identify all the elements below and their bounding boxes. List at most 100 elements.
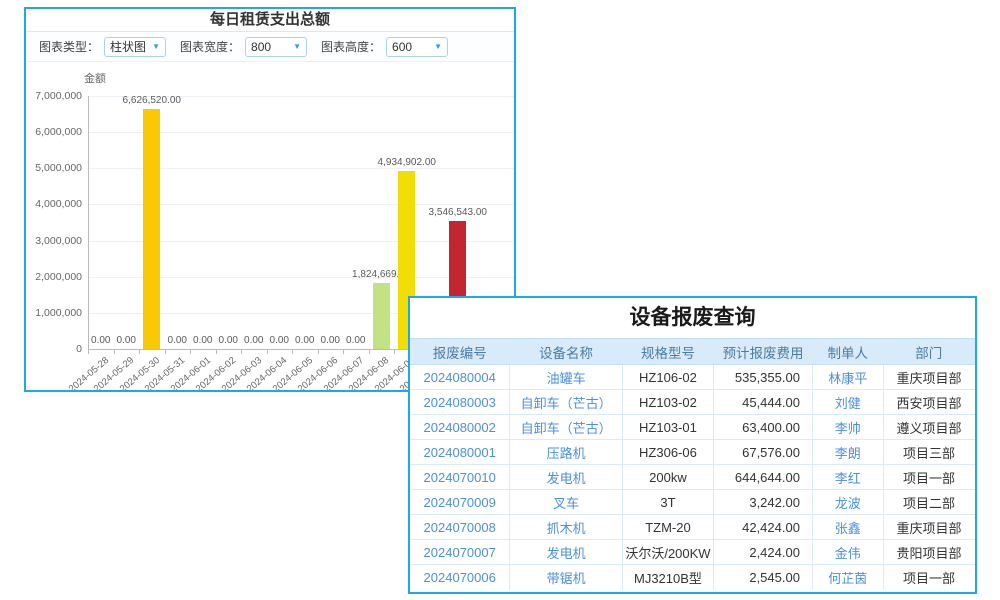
- chart-controls-bar: 图表类型： 柱状图 ▼ 图表宽度： 800 ▼ 图表高度： 600 ▼: [26, 32, 514, 62]
- cell-model: 3T: [621, 489, 714, 515]
- bar-value-label: 6,626,520.00: [122, 95, 181, 106]
- creator-link[interactable]: 李帅: [811, 414, 884, 440]
- scrap-id-link[interactable]: 2024080001: [410, 439, 510, 465]
- x-tick: [394, 350, 395, 354]
- cell-dept: 西安项目部: [882, 389, 975, 415]
- bar-value-label: 0.00: [116, 335, 136, 346]
- bar-value-label: 0.00: [193, 335, 213, 346]
- cell-cost: 63,400.00: [713, 414, 813, 440]
- cell-cost: 644,644.00: [713, 464, 813, 490]
- chevron-down-icon: ▼: [293, 41, 302, 51]
- equipment-name-link[interactable]: 自卸车（芒古）: [509, 414, 623, 440]
- cell-dept: 重庆项目部: [882, 514, 975, 540]
- table-title: 设备报废查询: [629, 306, 756, 329]
- x-tick: [317, 350, 319, 354]
- x-tick: [88, 350, 89, 354]
- scrap-id-link[interactable]: 2024080002: [410, 414, 510, 440]
- y-tick-label: 7,000,000: [35, 90, 82, 102]
- equipment-name-link[interactable]: 油罐车: [509, 364, 623, 390]
- cell-model: MJ3210B型: [621, 564, 714, 590]
- chart-width-select[interactable]: 800 ▼: [245, 36, 308, 57]
- cell-dept: 重庆项目部: [882, 364, 975, 390]
- gridline: [88, 204, 514, 206]
- equipment-name-link[interactable]: 叉车: [509, 489, 623, 515]
- bar-value-label: 0.00: [269, 335, 289, 346]
- scrap-id-link[interactable]: 2024070007: [410, 539, 510, 565]
- y-tick-label: 3,000,000: [35, 234, 82, 247]
- chart-type-select[interactable]: 柱状图 ▼: [104, 36, 167, 57]
- table-row: 2024070008 抓木机 TZM-20 42,424.00 张鑫 重庆项目部: [410, 514, 975, 540]
- cell-cost: 535,355.00: [713, 364, 813, 390]
- cell-model: HZ306-06: [621, 439, 714, 465]
- x-tick: [164, 350, 166, 354]
- x-tick: [241, 350, 242, 354]
- scrap-id-link[interactable]: 2024070008: [410, 514, 510, 540]
- scrap-id-link[interactable]: 2024070006: [423, 569, 496, 585]
- chevron-down-icon: ▼: [434, 41, 443, 51]
- x-tick: [292, 350, 293, 354]
- bar-value-label: 0.00: [320, 335, 340, 346]
- y-axis-name: 金额: [84, 73, 106, 85]
- gridline: [88, 240, 514, 242]
- creator-link[interactable]: 金伟: [811, 539, 884, 565]
- creator-link[interactable]: 刘健: [811, 389, 884, 415]
- cell-cost: 67,576.00: [713, 439, 813, 465]
- scrap-id-link[interactable]: 2024070010: [410, 464, 510, 490]
- table-row: 2024080004 油罐车 HZ106-02 535,355.00 林康平 重庆项目部: [410, 364, 975, 390]
- y-tick-label: 1,000,000: [35, 306, 82, 319]
- table-header-row: 报废编号 设备名称 规格型号 预计报废费用 制单人 部门: [410, 338, 975, 365]
- scrap-id-link[interactable]: 2024070009: [410, 489, 510, 515]
- y-tick-label: 4,000,000: [35, 198, 82, 211]
- creator-link[interactable]: 李红: [811, 464, 884, 490]
- chart-height-label: 图表高度：: [321, 40, 382, 54]
- scrap-id-link[interactable]: 2024080004: [410, 364, 510, 390]
- bar-value-label: 0.00: [295, 335, 315, 346]
- bar-chart-plot: 金额 0 1,000,000 2,000,000 3,000,000 4,000,000 5…: [26, 62, 514, 390]
- gridline: [88, 168, 514, 170]
- cell-dept: 项目三部: [882, 439, 975, 465]
- scrap-id-link[interactable]: 2024080003: [410, 389, 510, 415]
- column-header-creator: 制单人: [811, 338, 884, 365]
- creator-link[interactable]: 何芷茵: [811, 564, 884, 590]
- bar-value-label: 0.00: [244, 335, 264, 346]
- x-tick: [343, 350, 344, 354]
- table-row: 2024080001 压路机 HZ306-06 67,576.00 李朗 项目三部: [410, 439, 975, 465]
- equipment-scrap-query-panel: 设备报废查询 报废编号 设备名称 规格型号 预计报废费用 制单人 部门 202408000…: [408, 296, 977, 594]
- table-row: 2024070009 叉车 3T 3,242.00 龙波 项目二部: [410, 489, 975, 515]
- cell-model: 沃尔沃/200KW: [621, 539, 714, 565]
- cell-dept: 项目一部: [882, 564, 975, 590]
- cell-model: HZ103-02: [621, 389, 714, 415]
- bar-value-label: 0.00: [218, 335, 238, 346]
- cell-model: TZM-20: [621, 514, 714, 540]
- creator-link[interactable]: 林康平: [811, 364, 884, 390]
- chevron-down-icon: ▼: [152, 41, 161, 51]
- bar-2024-06-08[interactable]: [372, 283, 390, 349]
- equipment-name-link[interactable]: 带锯机: [509, 564, 623, 590]
- equipment-name-link[interactable]: 抓木机: [509, 514, 623, 540]
- equipment-name-link[interactable]: 自卸车（芒古）: [509, 389, 623, 415]
- column-header-dept: 部门: [882, 338, 975, 365]
- x-tick: [215, 350, 217, 354]
- cell-cost: 45,444.00: [713, 389, 813, 415]
- cell-cost: 42,424.00: [713, 514, 813, 540]
- column-header-id: 报废编号: [410, 338, 510, 365]
- table-row: 2024070007 发电机 沃尔沃/200KW 2,424.00 金伟 贵阳项目部: [410, 539, 975, 565]
- equipment-name-link[interactable]: 发电机: [509, 464, 623, 490]
- x-tick: [368, 350, 370, 354]
- bar-value-label: 0.00: [167, 335, 187, 346]
- scrap-table: 报废编号 设备名称 规格型号 预计报废费用 制单人 部门 2024080004 油罐车 HZ1…: [410, 338, 975, 590]
- cell-model: HZ103-01: [621, 414, 714, 440]
- bar-2024-05-30[interactable]: [143, 109, 161, 349]
- y-tick-label: 0: [76, 343, 82, 355]
- cell-model: 200kw: [621, 464, 714, 490]
- gridline: [88, 312, 514, 314]
- equipment-name-link[interactable]: 发电机: [509, 539, 623, 565]
- cell-model: HZ106-02: [621, 364, 714, 390]
- equipment-name-link[interactable]: 压路机: [509, 439, 623, 465]
- creator-link[interactable]: 张鑫: [811, 514, 884, 540]
- cell-dept: 贵阳项目部: [882, 539, 975, 565]
- chart-height-select[interactable]: 600 ▼: [386, 36, 449, 57]
- creator-link[interactable]: 李朗: [811, 439, 884, 465]
- creator-link[interactable]: 龙波: [811, 489, 884, 515]
- table-row: 2024070006 带锯机 MJ3210B型 2,545.00 何芷茵 项目一部: [410, 564, 975, 590]
